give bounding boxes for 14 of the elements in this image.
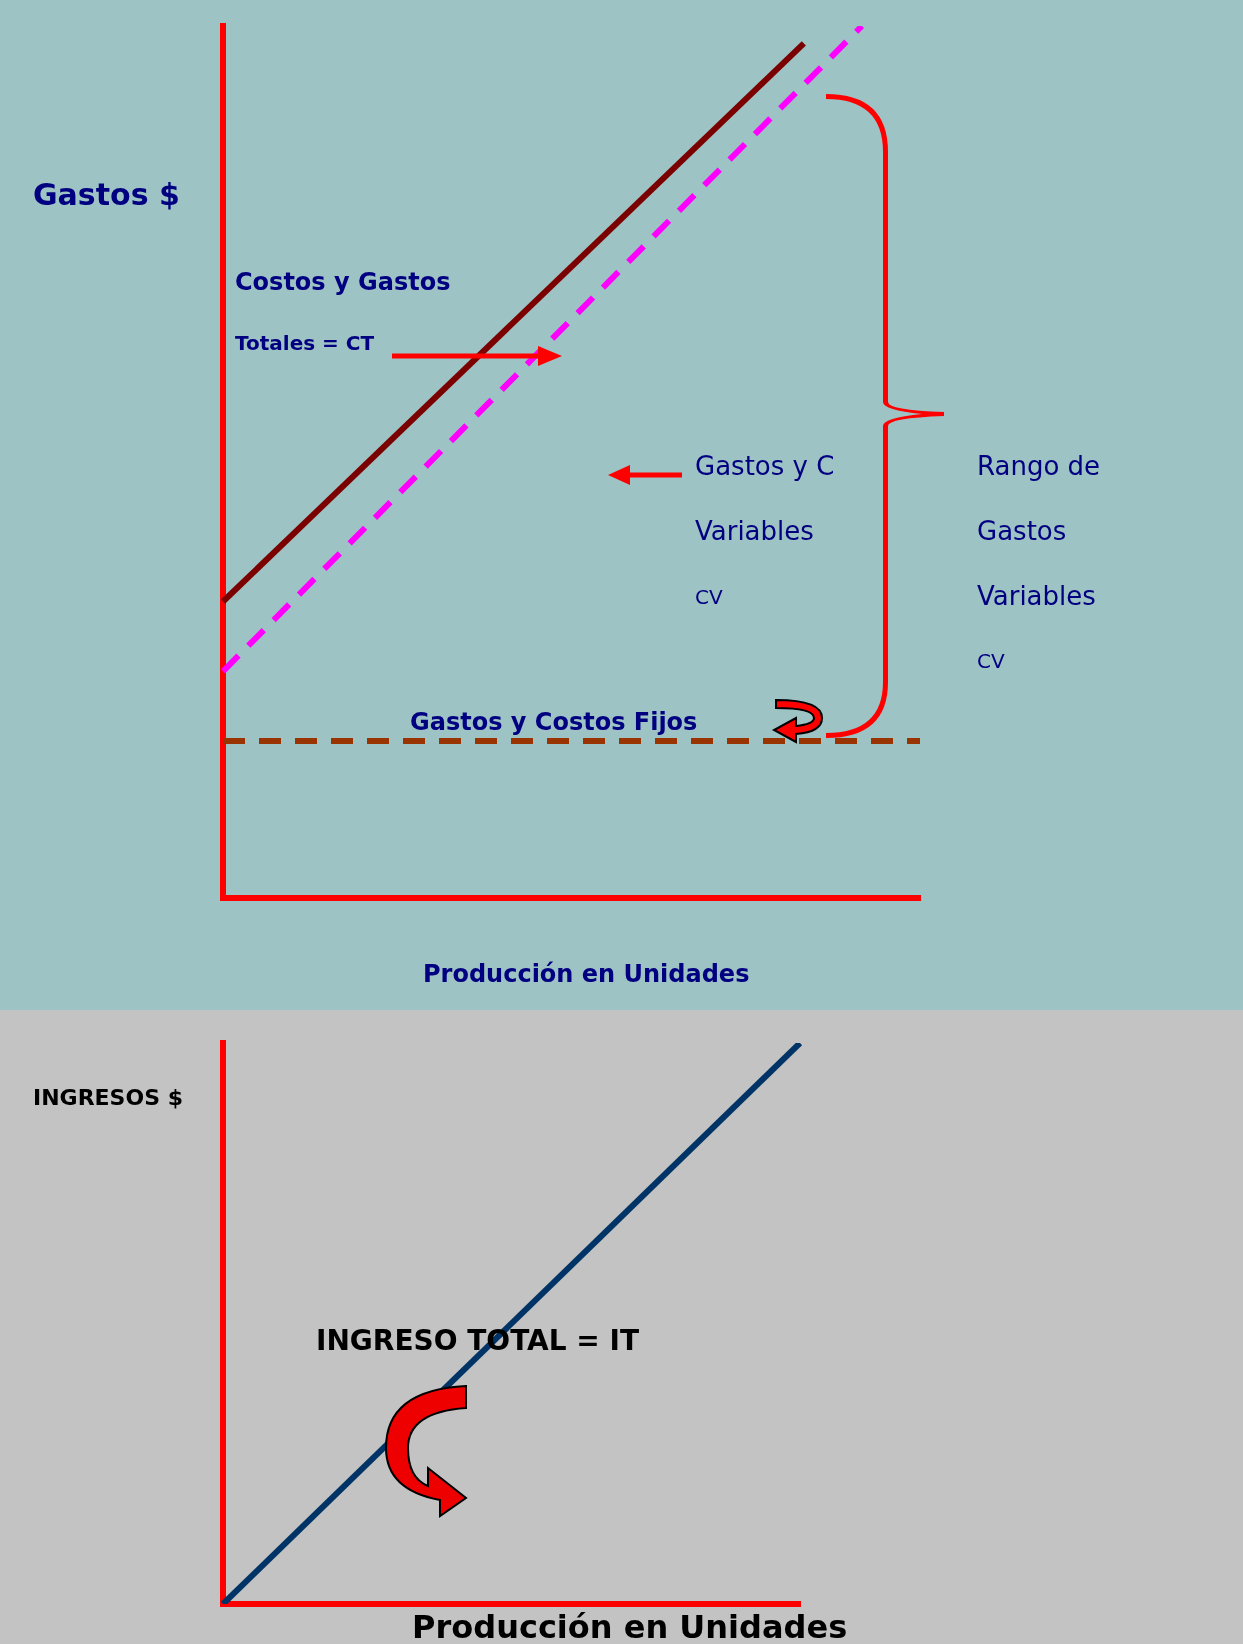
annotation: Gastos y C	[695, 451, 835, 481]
x-axis-title: Producción en Unidades	[412, 1608, 848, 1644]
annotation: CV	[695, 585, 723, 609]
text: Variables	[977, 581, 1096, 611]
text: Rango de	[977, 451, 1101, 481]
text: Gastos	[977, 516, 1067, 546]
annotation: Variables	[695, 516, 814, 546]
y-axis-title: INGRESOS $	[33, 1085, 183, 1110]
text: CV	[977, 649, 1005, 673]
annotation: Totales = CT	[235, 331, 375, 355]
annotation: Costos y Gastos	[235, 268, 451, 296]
annotation: Gastos y Costos Fijos	[410, 708, 698, 736]
y-axis-title: Gastos $	[33, 177, 180, 212]
x-axis-title: Producción en Unidades	[423, 960, 750, 988]
